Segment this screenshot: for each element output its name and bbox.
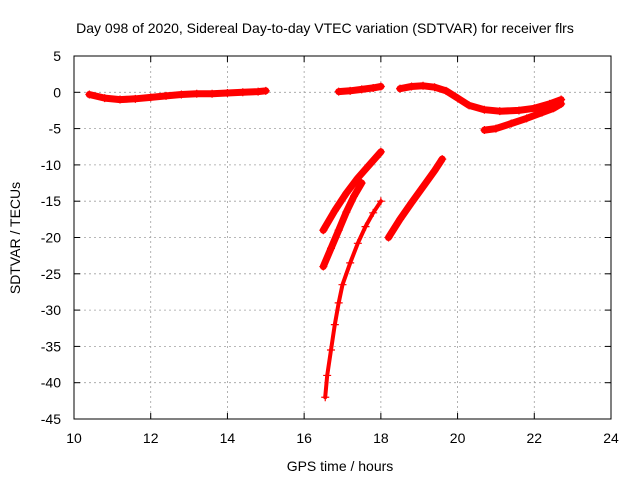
data-point-marker — [376, 197, 385, 206]
data-point-marker — [537, 108, 546, 117]
data-point-marker — [323, 371, 332, 380]
x-tick-label: 16 — [296, 430, 312, 446]
y-tick-labels: 5 0 -5 -10 -15 -20 -25 -30 -35 -40 -45 — [41, 48, 61, 427]
x-tick-label: 12 — [143, 430, 159, 446]
data-point-marker — [407, 82, 416, 91]
data-point-marker — [223, 89, 232, 98]
data-point-marker — [514, 106, 523, 115]
data-point-marker — [334, 226, 343, 235]
x-tick-label: 18 — [373, 430, 389, 446]
data-point-marker — [369, 83, 378, 92]
data-point-marker — [326, 244, 335, 253]
data-point-marker — [480, 105, 489, 114]
data-point-marker — [346, 86, 355, 95]
data-point-marker — [342, 189, 351, 198]
data-point-marker — [177, 90, 186, 99]
data-point-marker — [192, 89, 201, 98]
series-trace-5 — [319, 148, 385, 234]
data-point-marker — [384, 233, 393, 242]
y-tick-label: -20 — [41, 230, 61, 246]
data-point-marker — [419, 81, 428, 90]
y-tick-label: -10 — [41, 157, 61, 173]
data-point-marker — [357, 179, 366, 188]
axis-ticks — [73, 55, 612, 420]
data-point-marker — [208, 89, 217, 98]
data-point-marker — [261, 86, 270, 95]
data-point-marker — [522, 114, 531, 123]
y-tick-label: -5 — [49, 121, 62, 137]
data-point-marker — [330, 206, 339, 215]
series-trace-3 — [396, 82, 565, 115]
data-point-marker — [396, 215, 405, 224]
data-point-marker — [319, 226, 328, 235]
data-point-marker — [438, 155, 447, 164]
data-series — [85, 81, 566, 402]
data-point-marker — [419, 182, 428, 191]
y-tick-label: -25 — [41, 266, 61, 282]
data-point-marker — [453, 94, 462, 103]
data-point-marker — [85, 90, 94, 99]
data-point-marker — [369, 208, 378, 217]
data-point-marker — [480, 126, 489, 135]
data-point-marker — [330, 320, 339, 329]
series-trace-7 — [323, 199, 383, 400]
data-point-marker — [430, 166, 439, 175]
data-point-marker — [346, 258, 355, 267]
y-tick-label: -30 — [41, 302, 61, 318]
data-point-marker — [430, 83, 439, 92]
data-point-marker — [442, 86, 451, 95]
series-trace-8 — [385, 155, 446, 241]
data-point-marker — [549, 104, 558, 113]
data-point-marker — [365, 160, 374, 169]
series-trace-6 — [319, 179, 366, 270]
data-point-marker — [116, 95, 125, 104]
x-tick-labels: 10 12 14 16 18 20 22 24 — [66, 430, 619, 446]
data-point-marker — [321, 393, 330, 402]
y-tick-label: 0 — [53, 84, 61, 100]
data-point-marker — [334, 298, 343, 307]
data-point-marker — [350, 192, 359, 201]
x-tick-label: 14 — [220, 430, 236, 446]
y-tick-label: -45 — [41, 411, 61, 427]
data-point-marker — [357, 85, 366, 94]
data-point-marker — [507, 119, 516, 128]
data-point-marker — [530, 104, 539, 113]
chart-title: Day 098 of 2020, Sidereal Day-to-day VTE… — [76, 20, 574, 36]
data-point-marker — [491, 124, 500, 133]
data-point-marker — [557, 99, 566, 108]
data-point-marker — [338, 280, 347, 289]
data-point-marker — [146, 93, 155, 102]
data-point-marker — [254, 87, 263, 96]
data-point-marker — [342, 208, 351, 217]
data-point-marker — [353, 239, 362, 248]
data-point-marker — [162, 91, 171, 100]
data-point-marker — [396, 84, 405, 93]
x-axis-label: GPS time / hours — [287, 458, 394, 474]
x-tick-label: 20 — [450, 430, 466, 446]
y-tick-label: -35 — [41, 338, 61, 354]
data-point-marker — [376, 82, 385, 91]
data-point-marker — [238, 88, 247, 97]
data-point-marker — [407, 198, 416, 207]
y-axis-label: SDTVAR / TECUs — [7, 182, 23, 294]
x-tick-label: 22 — [526, 430, 542, 446]
data-point-marker — [100, 94, 109, 103]
data-point-marker — [361, 222, 370, 231]
data-point-marker — [334, 87, 343, 96]
x-tick-label: 10 — [66, 430, 82, 446]
data-point-marker — [376, 147, 385, 156]
data-point-marker — [319, 262, 328, 271]
data-point-marker — [131, 94, 140, 103]
x-tick-label: 24 — [603, 430, 619, 446]
data-point-marker — [353, 173, 362, 182]
data-point-marker — [495, 107, 504, 116]
y-tick-label: -40 — [41, 375, 61, 391]
data-point-marker — [465, 101, 474, 110]
y-tick-label: 5 — [53, 48, 61, 64]
y-tick-label: -15 — [41, 193, 61, 209]
data-point-marker — [326, 346, 335, 355]
